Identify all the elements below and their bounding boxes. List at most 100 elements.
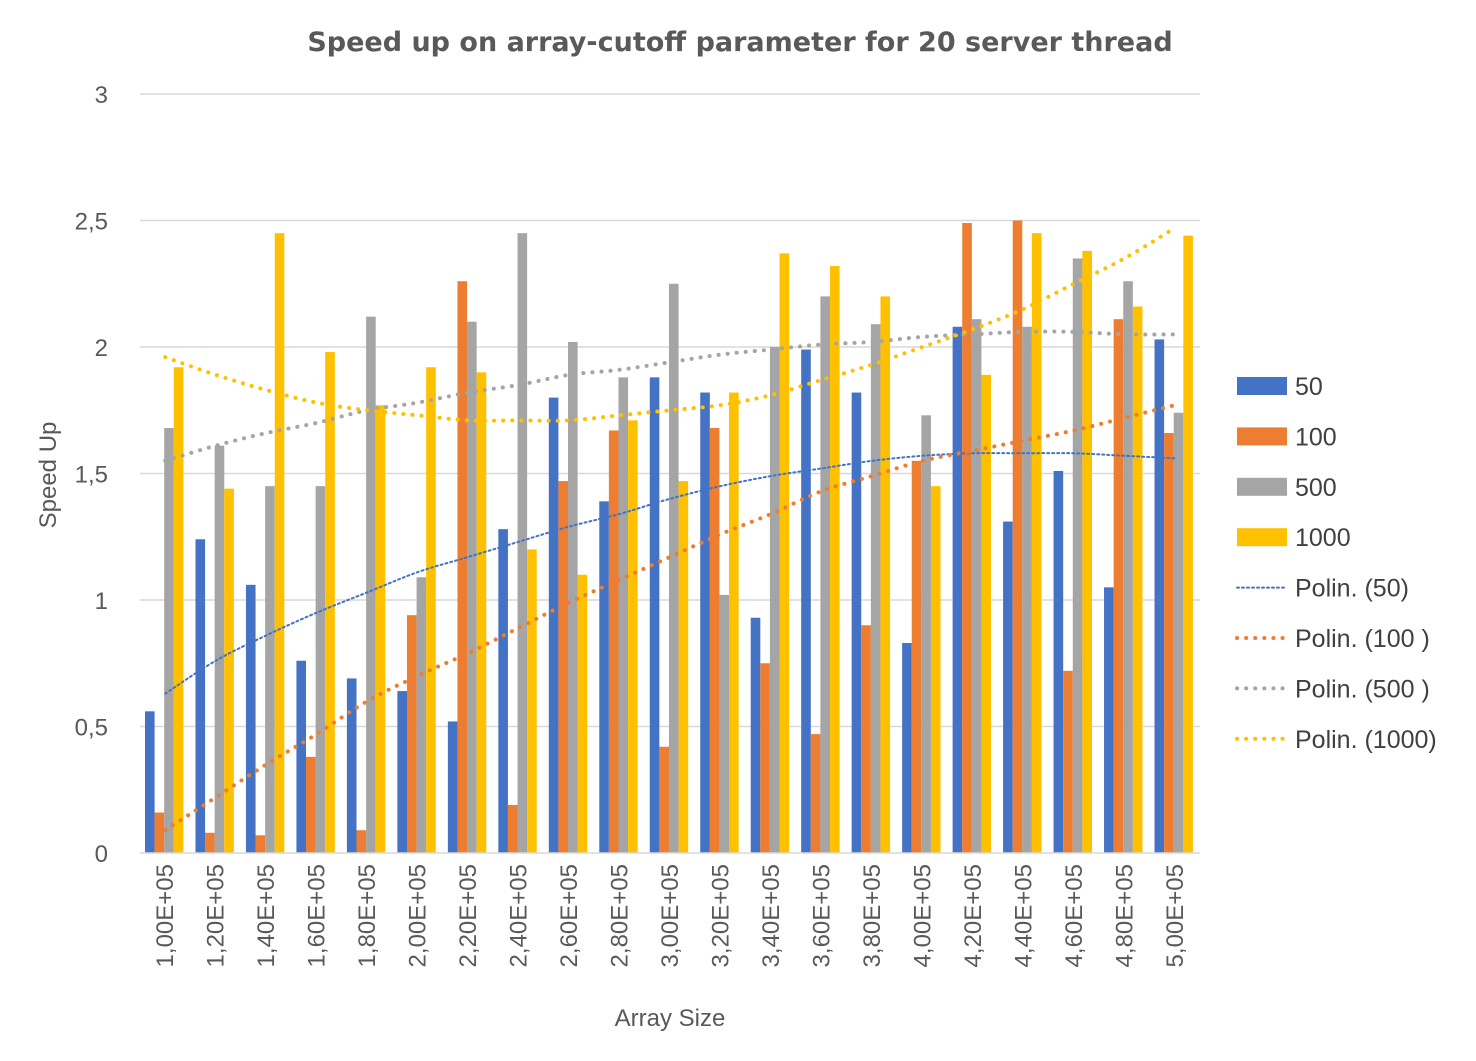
x-tick-label: 2,20E+05 xyxy=(455,864,482,967)
bar-series-50 xyxy=(195,539,206,853)
bar-series-1000 xyxy=(426,367,436,853)
chart-title: Speed up on array-cutoff parameter for 2… xyxy=(307,27,1172,58)
legend-label: Polin. (100 ) xyxy=(1295,625,1430,653)
bar-series-500 xyxy=(618,377,629,853)
y-tick-label: 3 xyxy=(95,82,108,109)
x-tick-label: 5,00E+05 xyxy=(1162,864,1189,967)
bar-series-50 xyxy=(245,584,256,853)
bar-series-1000 xyxy=(678,481,689,853)
x-tick-label: 4,20E+05 xyxy=(960,864,987,967)
x-tick-label: 1,40E+05 xyxy=(253,864,280,967)
trendlines xyxy=(163,226,1177,833)
legend-swatch-500 xyxy=(1237,477,1287,496)
bar-series-100 xyxy=(356,830,367,853)
bar-series-500 xyxy=(1022,326,1032,853)
x-tick-label: 1,00E+05 xyxy=(152,864,179,967)
bar-series-100 xyxy=(255,835,266,853)
x-tick-label: 1,20E+05 xyxy=(203,864,230,967)
bar-series-50 xyxy=(750,617,761,853)
legend-label: Polin. (1000) xyxy=(1295,726,1437,754)
bar-series-100 xyxy=(810,734,821,853)
bar-series-100 xyxy=(760,663,770,853)
bar-series-1000 xyxy=(1132,306,1143,853)
bar-series-50 xyxy=(851,392,862,853)
bar-series-100 xyxy=(205,832,215,853)
bar-series-1000 xyxy=(930,486,941,853)
x-tick-label: 3,20E+05 xyxy=(707,864,734,967)
bar-series-100 xyxy=(709,427,720,853)
x-tick-label: 4,60E+05 xyxy=(1061,864,1088,967)
bar-series-500 xyxy=(1123,281,1133,854)
trendline-1 xyxy=(163,403,1177,833)
bar-series-100 xyxy=(1063,670,1073,853)
bar-series-50 xyxy=(397,691,407,853)
bar-series-1000 xyxy=(274,233,285,853)
x-tick-label: 4,40E+05 xyxy=(1010,864,1037,967)
bar-series-500 xyxy=(668,283,679,853)
bar-series-100 xyxy=(911,460,922,853)
x-tick-label: 1,80E+05 xyxy=(354,864,381,967)
x-tick-label: 4,00E+05 xyxy=(909,864,936,967)
x-tick-label: 2,60E+05 xyxy=(556,864,583,967)
bar-series-500 xyxy=(568,341,578,853)
bar-series-1000 xyxy=(1031,233,1042,853)
y-tick-label: 2,5 xyxy=(75,209,108,236)
bar-series-500 xyxy=(921,415,931,853)
legend-label: 100 xyxy=(1295,423,1337,451)
bar-series-500 xyxy=(164,427,174,853)
bar-series-50 xyxy=(498,529,508,853)
bar-series-500 xyxy=(1072,258,1083,853)
bar-series-50 xyxy=(548,397,559,853)
bar-series-50 xyxy=(902,643,912,853)
legend-label: Polin. (500 ) xyxy=(1295,675,1430,703)
x-tick-label: 4,80E+05 xyxy=(1111,864,1138,967)
bar-series-500 xyxy=(1173,412,1184,853)
x-tick-label: 1,60E+05 xyxy=(304,864,331,967)
x-tick-label: 3,40E+05 xyxy=(758,864,785,967)
bar-series-50 xyxy=(296,660,307,853)
bar-series-1000 xyxy=(779,253,790,853)
bar-series-100 xyxy=(406,615,417,853)
legend-swatch-100 xyxy=(1237,427,1287,446)
bar-series-100 xyxy=(507,804,518,853)
legend-swatch-1000 xyxy=(1237,528,1287,547)
bar-series-1000 xyxy=(729,392,739,853)
bar-series-100 xyxy=(154,812,165,853)
bar-series-100 xyxy=(861,625,871,853)
legend-label: 1000 xyxy=(1295,524,1351,552)
bar-series-50 xyxy=(145,711,155,853)
bar-series-500 xyxy=(265,486,275,853)
bar-series-100 xyxy=(306,756,316,853)
bar-series-1000 xyxy=(527,549,537,853)
x-tick-label: 3,00E+05 xyxy=(657,864,684,967)
bar-series-1000 xyxy=(173,367,184,853)
bar-series-100 xyxy=(962,223,972,853)
bar-series-50 xyxy=(1003,521,1013,853)
bar-series-50 xyxy=(700,392,710,853)
bar-series-100 xyxy=(1113,319,1124,853)
bar-series-100 xyxy=(1012,220,1023,853)
bar-series-100 xyxy=(457,281,468,854)
bar-series-50 xyxy=(447,721,458,853)
x-tick-label: 2,00E+05 xyxy=(405,864,432,967)
y-tick-label: 0 xyxy=(95,841,108,868)
legend-swatch-50 xyxy=(1237,377,1287,395)
bar-series-500 xyxy=(719,594,730,853)
bar-series-50 xyxy=(1154,339,1165,853)
bar-series-1000 xyxy=(880,296,891,853)
legend: 50 100 500 1000 Polin. (50) Polin. (100 ) Poli… xyxy=(1235,373,1437,754)
bar-series-1000 xyxy=(375,405,386,853)
bar-series-500 xyxy=(366,316,376,853)
x-tick-label: 3,80E+05 xyxy=(859,864,886,967)
y-tick-label: 1 xyxy=(95,588,108,615)
bar-series-500 xyxy=(820,296,830,853)
legend-label: Polin. (50) xyxy=(1295,575,1409,603)
bar-series-1000 xyxy=(476,372,487,853)
bar-series-50 xyxy=(952,326,963,853)
bar-series-50 xyxy=(649,377,660,853)
y-axis-label: Speed Up xyxy=(35,422,62,529)
bar-series-100 xyxy=(608,430,619,853)
bar-series-50 xyxy=(801,349,811,853)
legend-label: 50 xyxy=(1295,373,1323,401)
